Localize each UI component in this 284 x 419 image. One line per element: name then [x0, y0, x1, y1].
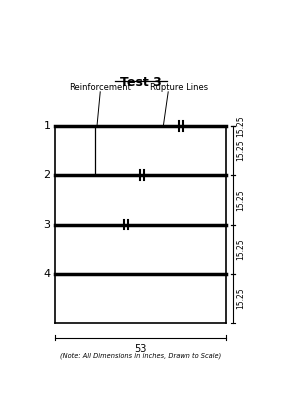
- Text: 15.25: 15.25: [237, 189, 246, 211]
- Text: 1: 1: [43, 121, 50, 131]
- Text: 15.25: 15.25: [237, 238, 246, 260]
- Text: 15.25: 15.25: [237, 140, 246, 161]
- Text: 4: 4: [43, 269, 50, 279]
- Text: 3: 3: [43, 220, 50, 230]
- Text: 15.25: 15.25: [237, 288, 246, 309]
- Text: Reinforcement: Reinforcement: [69, 83, 131, 92]
- Text: 53: 53: [135, 344, 147, 354]
- Text: 15.25: 15.25: [237, 115, 246, 137]
- Text: 2: 2: [43, 170, 50, 180]
- Text: Rupture Lines: Rupture Lines: [151, 83, 209, 92]
- Text: Test 3: Test 3: [120, 76, 162, 89]
- Text: (Note: All Dimensions in inches, Drawn to Scale): (Note: All Dimensions in inches, Drawn t…: [60, 352, 221, 359]
